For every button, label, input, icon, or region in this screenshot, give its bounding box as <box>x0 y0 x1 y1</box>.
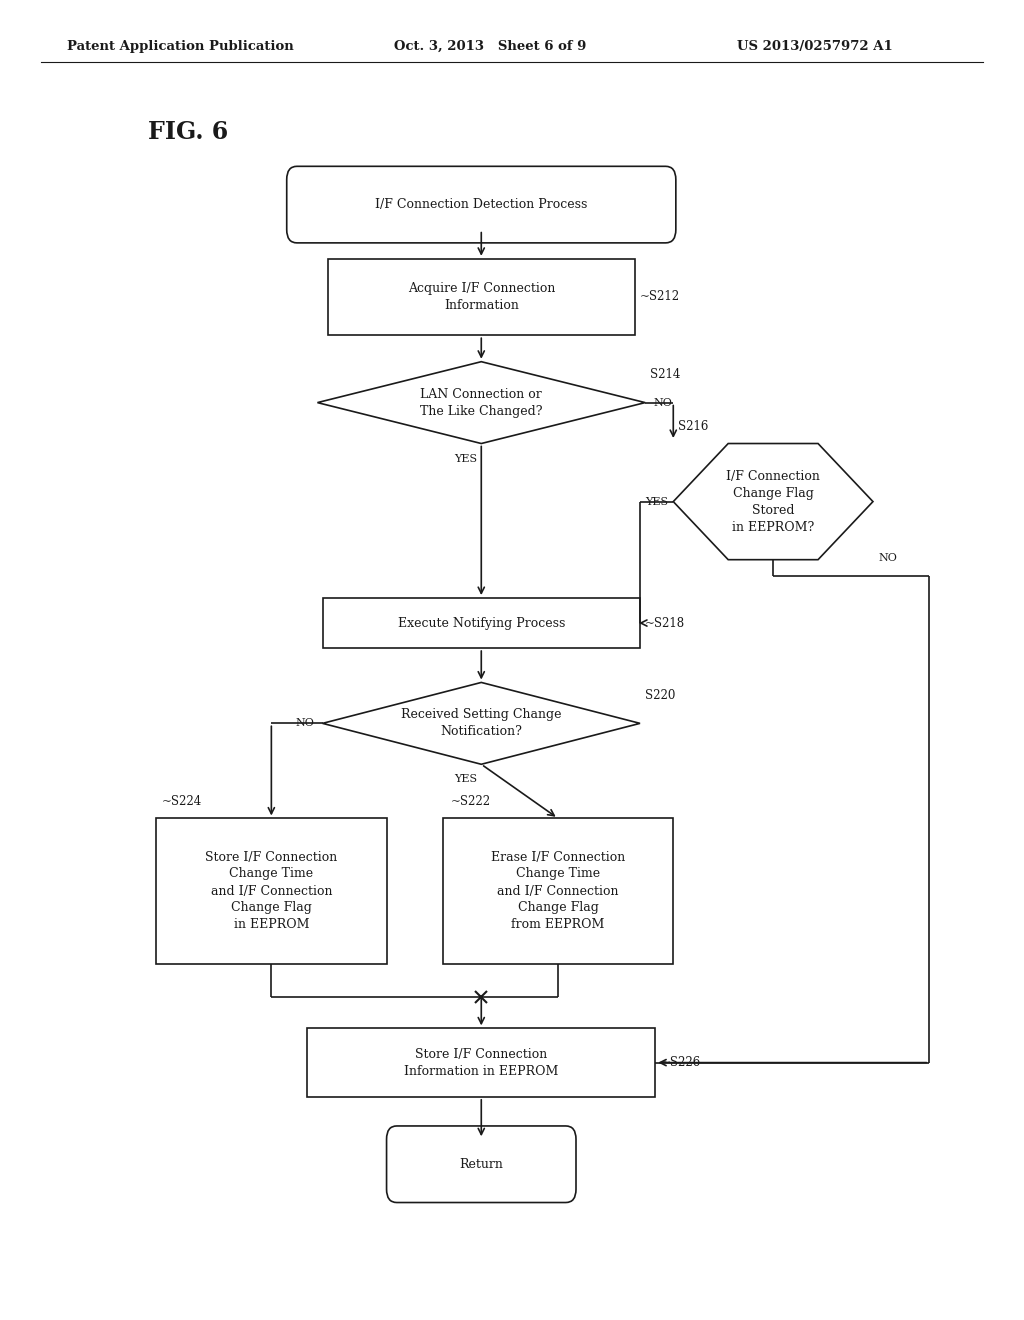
Text: Store I/F Connection
Change Time
and I/F Connection
Change Flag
in EEPROM: Store I/F Connection Change Time and I/F… <box>205 850 338 932</box>
Text: YES: YES <box>455 774 477 784</box>
Text: Store I/F Connection
Information in EEPROM: Store I/F Connection Information in EEPR… <box>404 1048 558 1077</box>
Bar <box>307 1028 655 1097</box>
Bar <box>443 818 674 964</box>
Text: ~S218: ~S218 <box>645 616 685 630</box>
Text: Return: Return <box>460 1158 503 1171</box>
Polygon shape <box>323 682 640 764</box>
FancyBboxPatch shape <box>386 1126 575 1203</box>
Text: ~S222: ~S222 <box>452 795 492 808</box>
Text: I/F Connection Detection Process: I/F Connection Detection Process <box>375 198 588 211</box>
Text: S220: S220 <box>645 689 676 702</box>
Text: ~S212: ~S212 <box>640 290 680 304</box>
Text: Oct. 3, 2013   Sheet 6 of 9: Oct. 3, 2013 Sheet 6 of 9 <box>394 40 587 53</box>
Text: I/F Connection
Change Flag
Stored
in EEPROM?: I/F Connection Change Flag Stored in EEP… <box>726 470 820 533</box>
FancyBboxPatch shape <box>287 166 676 243</box>
Text: LAN Connection or
The Like Changed?: LAN Connection or The Like Changed? <box>420 388 543 417</box>
Text: NO: NO <box>879 553 897 564</box>
Text: YES: YES <box>645 496 668 507</box>
Text: S216: S216 <box>678 420 709 433</box>
Text: ~S224: ~S224 <box>162 795 202 808</box>
Bar <box>323 598 640 648</box>
Text: US 2013/0257972 A1: US 2013/0257972 A1 <box>737 40 893 53</box>
Text: Execute Notifying Process: Execute Notifying Process <box>397 616 565 630</box>
Polygon shape <box>317 362 645 444</box>
Polygon shape <box>674 444 872 560</box>
Text: NO: NO <box>296 718 314 729</box>
Text: FIG. 6: FIG. 6 <box>148 120 228 144</box>
Text: Received Setting Change
Notification?: Received Setting Change Notification? <box>401 709 561 738</box>
Text: Acquire I/F Connection
Information: Acquire I/F Connection Information <box>408 282 555 312</box>
Bar <box>157 818 387 964</box>
Text: YES: YES <box>455 454 477 465</box>
Bar <box>328 259 635 335</box>
Text: NO: NO <box>653 397 672 408</box>
Text: Patent Application Publication: Patent Application Publication <box>67 40 293 53</box>
Text: Erase I/F Connection
Change Time
and I/F Connection
Change Flag
from EEPROM: Erase I/F Connection Change Time and I/F… <box>490 850 626 932</box>
Text: ~S226: ~S226 <box>660 1056 700 1069</box>
Text: S214: S214 <box>650 368 681 381</box>
